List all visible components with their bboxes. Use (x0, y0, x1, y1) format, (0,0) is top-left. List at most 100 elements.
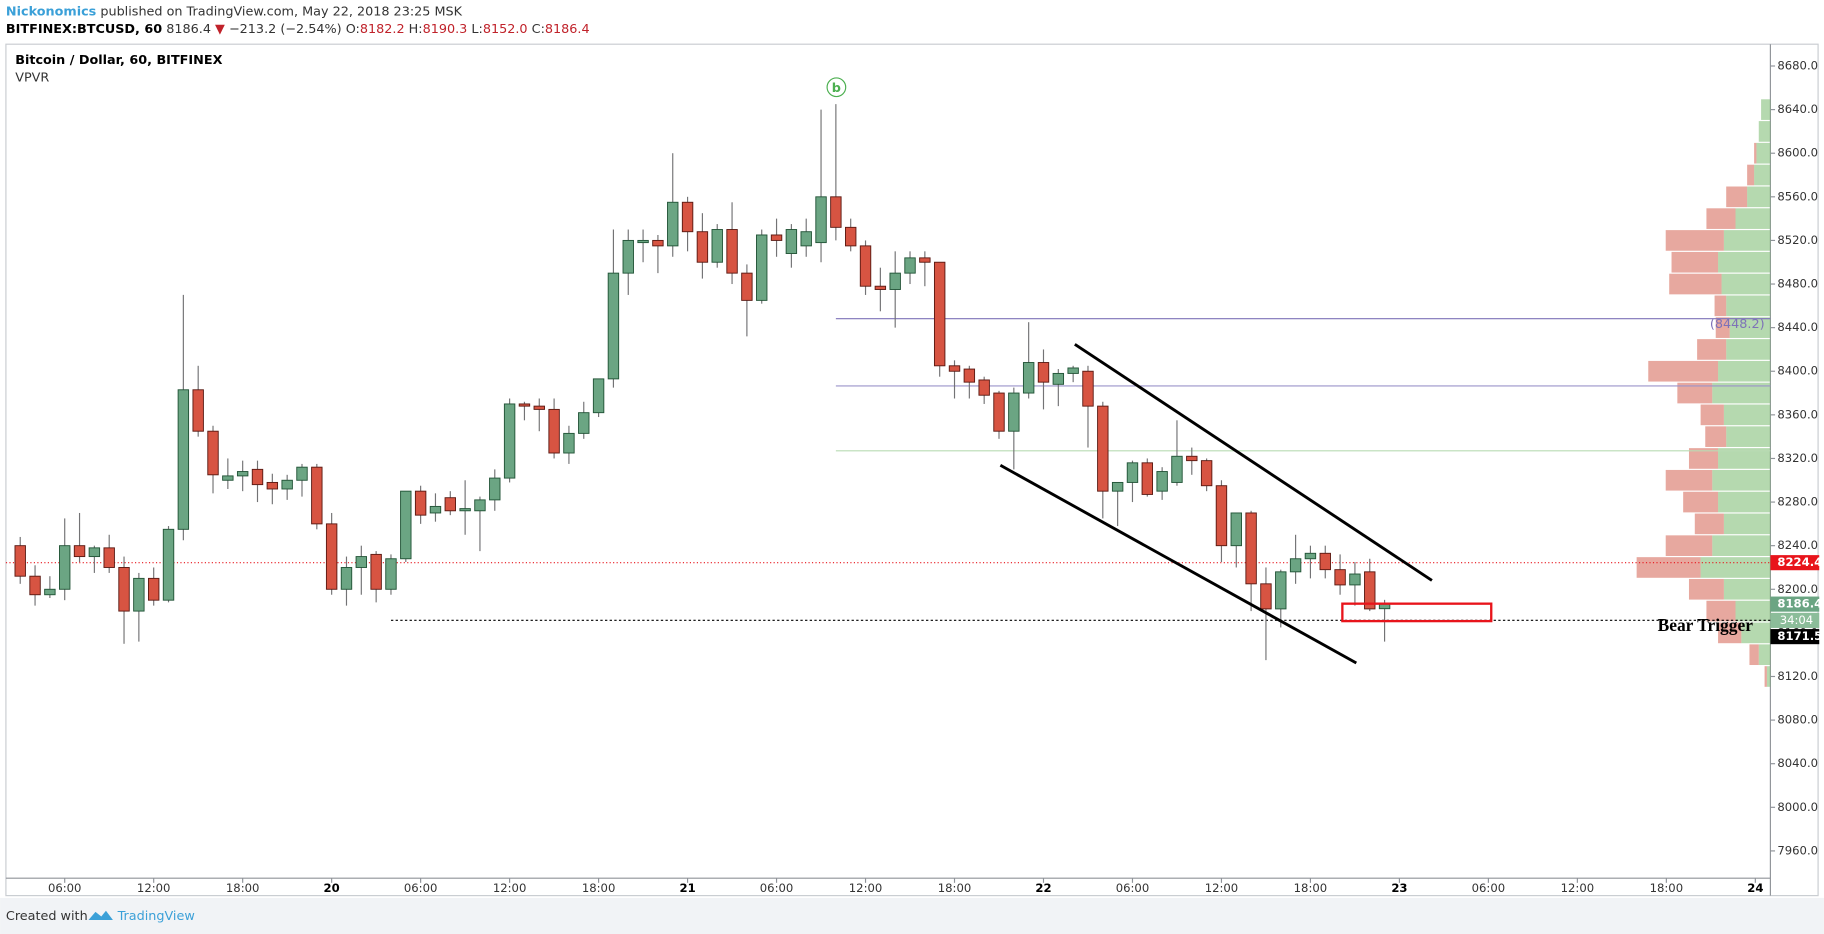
candle-body (1097, 405, 1109, 492)
vp-up (1754, 164, 1771, 186)
candle-body (1304, 552, 1317, 560)
candle-body (622, 239, 634, 274)
y-tick-label: 8120.0 (1777, 669, 1818, 683)
chart-frame (5, 43, 1819, 897)
y-tick-label: 8400.0 (1777, 364, 1818, 378)
vp-up (1726, 426, 1771, 447)
footer-brand[interactable]: TradingView (117, 909, 195, 924)
candle-body (933, 261, 946, 367)
candle-body (948, 365, 961, 372)
y-tick-label: 8320.0 (1777, 451, 1818, 465)
candle-body (222, 475, 234, 481)
x-tick-label: 06:00 (1472, 881, 1506, 895)
price-tag-label: 8186.4 (1777, 597, 1822, 611)
price-tag (1770, 555, 1820, 571)
candle-body (548, 408, 560, 454)
vp-down (1688, 578, 1724, 600)
y-tick-label: 8480.0 (1777, 277, 1818, 291)
candle-body (1289, 558, 1302, 573)
candle-body (340, 567, 353, 590)
x-tick-label: 18:00 (938, 881, 972, 895)
candle-body (1186, 455, 1198, 462)
candle-body (474, 499, 486, 512)
candle-body (592, 378, 605, 414)
h: 8190.3 (423, 22, 468, 37)
x-tick-label: 12:00 (137, 881, 171, 895)
o: 8182.2 (360, 22, 405, 37)
candle-body (281, 479, 293, 490)
vp-down (1749, 644, 1759, 666)
candle-body (236, 471, 249, 477)
y-tick-label: 8200.0 (1777, 582, 1818, 596)
author[interactable]: Nickonomics (6, 4, 96, 19)
x-tick-label: 06:00 (760, 881, 794, 895)
footer-bar (0, 897, 1824, 934)
vp-up (1712, 469, 1771, 491)
vp-up (1726, 295, 1771, 317)
candle-body (696, 231, 709, 263)
x-tick-label: 06:00 (1116, 881, 1150, 895)
candle-body (919, 257, 931, 263)
candle-body (1141, 462, 1154, 495)
y-tick-label: 8360.0 (1777, 407, 1818, 421)
x-tick-label: 12:00 (1561, 881, 1595, 895)
vp-up (1766, 666, 1771, 687)
price-tag (1770, 629, 1820, 645)
vp-up (1718, 360, 1771, 382)
candle-body (44, 588, 56, 596)
x-tick-label: 24 (1747, 881, 1763, 895)
candle-body (1067, 367, 1079, 374)
vp-down (1665, 535, 1713, 556)
x-tick-label: 06:00 (404, 881, 438, 895)
candle-body (429, 505, 442, 514)
vp-up (1735, 208, 1771, 229)
vp-down (1714, 295, 1727, 317)
x-tick-label: 21 (679, 881, 695, 895)
candle-body (370, 553, 382, 590)
candle-body (251, 468, 264, 486)
candle-body (192, 389, 204, 432)
y-tick-label: 7960.0 (1777, 843, 1818, 857)
candle-body (563, 432, 575, 454)
candle-body (88, 547, 101, 558)
trigger-label: Bear Trigger (1658, 615, 1754, 635)
price-tag-label: 8224.4 (1777, 555, 1822, 569)
candle-body (756, 234, 768, 301)
x-tick-label: 12:00 (493, 881, 527, 895)
vp-up (1735, 600, 1771, 622)
candle-body (311, 466, 323, 525)
vp-up (1723, 513, 1771, 535)
vp-up (1712, 382, 1771, 404)
candle-body (385, 558, 397, 590)
vp-down (1669, 273, 1722, 295)
symbol-line: BITFINEX:BTCUSD, 60 8186.4 ▼ −213.2 (−2.… (6, 22, 590, 37)
candle-body (414, 490, 427, 516)
candle-body (503, 403, 516, 479)
candle-body (830, 196, 842, 228)
vp-down (1706, 600, 1736, 622)
candle-body (637, 239, 649, 244)
y-tick-label: 8280.0 (1777, 495, 1818, 509)
o-label: O: (346, 22, 360, 37)
vp-down (1683, 491, 1719, 513)
candle-body (533, 405, 545, 410)
vp-down (1694, 513, 1724, 535)
vp-down (1688, 448, 1719, 469)
vp-up (1726, 339, 1771, 360)
vp-up (1700, 557, 1771, 578)
vp-down (1715, 317, 1730, 338)
candle-body (29, 575, 41, 596)
wave-circle (826, 77, 847, 98)
candle-body (73, 545, 86, 558)
vp-up (1718, 251, 1771, 273)
candle-body (1111, 481, 1124, 492)
x-tick-label: 06:00 (48, 881, 82, 895)
candle-body (1364, 571, 1376, 610)
candle-body (963, 368, 976, 383)
vp-up (1747, 186, 1771, 208)
candle-body (444, 497, 456, 512)
candle-body (711, 229, 723, 263)
vp-down (1706, 208, 1736, 229)
candle-body (355, 556, 368, 568)
candle-body (1037, 362, 1050, 383)
